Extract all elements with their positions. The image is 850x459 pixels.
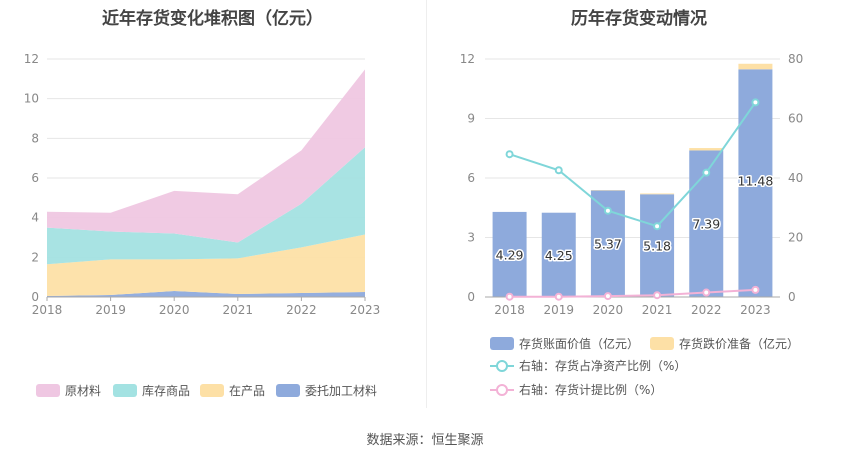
line-point: [702, 168, 711, 177]
bar-line-chart-panel: 历年存货变动情况 0 3 6 9 12 0 20 40 60 80 4.29 4.25 5.37 5.18…: [428, 0, 850, 410]
bar-value-label: 4.29: [496, 247, 524, 262]
legend-label: 右轴：存货计提比例（%）: [519, 382, 662, 397]
line-point: [702, 288, 711, 297]
line-point: [554, 166, 563, 175]
x-tick-label: 2019: [95, 303, 126, 317]
y-left-tick-label: 0: [467, 290, 475, 304]
y-left-tick-label: 3: [467, 231, 475, 245]
y-tick-label: 4: [31, 211, 39, 225]
legend-label: 原材料: [65, 384, 101, 398]
x-tick-label: 2021: [223, 303, 254, 317]
legend-line-marker: [496, 360, 508, 372]
bar-book-value: [640, 194, 675, 297]
area-series-1: [47, 234, 365, 297]
x-tick-label: 2020: [593, 303, 624, 317]
bar-value-label: 5.18: [643, 239, 671, 254]
bar-impairment-provision: [689, 148, 724, 151]
area-series-2: [47, 147, 365, 265]
bar-value-label: 4.25: [545, 248, 573, 263]
y-tick-label: 6: [31, 171, 39, 185]
x-tick-label: 2018: [494, 303, 525, 317]
legend-label: 存货跌价准备（亿元）: [679, 336, 799, 351]
right-chart-title: 历年存货变动情况: [571, 9, 707, 29]
line-point: [554, 292, 563, 301]
legend-swatch: [200, 384, 224, 397]
legend-swatch: [36, 384, 60, 397]
line-point: [751, 285, 760, 294]
y-left-tick-label: 12: [460, 52, 475, 66]
y-tick-label: 0: [31, 290, 39, 304]
y-tick-label: 2: [31, 250, 39, 264]
y-tick-label: 10: [24, 92, 39, 106]
bar-value-label: 7.39: [692, 217, 720, 232]
line-point: [653, 291, 662, 300]
left-chart-title: 近年存货变化堆积图（亿元）: [102, 9, 323, 29]
x-tick-label: 2019: [543, 303, 574, 317]
y-tick-label: 12: [24, 52, 39, 66]
line-point: [653, 222, 662, 231]
bar-book-value: [492, 211, 527, 297]
line-series-1: [509, 288, 756, 298]
line-series-0: [509, 101, 757, 228]
y-tick-label: 8: [31, 131, 39, 145]
legend-label: 右轴：存货占净资产比例（%）: [519, 358, 686, 373]
legend-label: 库存商品: [142, 383, 190, 398]
line-point: [751, 98, 760, 107]
bar-impairment-provision: [738, 63, 773, 70]
bar-impairment-provision: [640, 193, 675, 195]
x-tick-label: 2022: [286, 303, 317, 317]
bar-value-label: 5.37: [594, 237, 622, 252]
stacked-area-chart: 0 2 4 6 8 10 12 2018 2019 2020 2021 2022 2023 原材料 库存商品…: [24, 52, 381, 398]
x-tick-label: 2021: [642, 303, 673, 317]
stacked-area-chart-panel: 近年存货变化堆积图（亿元） 0 2 4 6 8 10 12 2018 2019 2020 2021 2…: [0, 0, 425, 410]
x-tick-label: 2023: [740, 303, 771, 317]
line-point: [505, 150, 514, 159]
y-right-tick-label: 40: [788, 171, 803, 185]
y-right-tick-label: 20: [788, 231, 803, 245]
line-point: [603, 206, 612, 215]
legend-line-marker: [496, 384, 508, 396]
x-tick-label: 2020: [159, 303, 190, 317]
legend-label: 委托加工材料: [305, 384, 377, 398]
panel-divider: [426, 0, 427, 408]
legend-swatch-book-value: [490, 337, 514, 350]
y-right-tick-label: 80: [788, 52, 803, 66]
legend-swatch: [113, 384, 137, 397]
y-left-tick-label: 6: [467, 171, 475, 185]
legend-label: 存货账面价值（亿元）: [519, 336, 639, 351]
x-tick-label: 2022: [691, 303, 722, 317]
y-right-tick-label: 60: [788, 112, 803, 126]
legend-swatch: [276, 384, 300, 397]
y-left-tick-label: 9: [467, 112, 475, 126]
x-tick-label: 2023: [350, 303, 381, 317]
bar-book-value: [541, 212, 576, 297]
area-series-0: [47, 291, 365, 297]
y-right-tick-label: 0: [788, 290, 796, 304]
line-point: [505, 292, 514, 301]
area-series-3: [47, 69, 365, 243]
line-point: [603, 292, 612, 301]
bar-value-label: 11.48: [738, 173, 774, 188]
x-tick-label: 2018: [32, 303, 63, 317]
legend-swatch-provision: [650, 337, 674, 350]
data-source-note: 数据来源：恒生聚源: [366, 433, 484, 448]
legend-label: 在产品: [229, 384, 265, 398]
bar-book-value: [738, 69, 773, 298]
bar-line-chart: 0 3 6 9 12 0 20 40 60 80 4.29 4.25 5.37 5.18 7.39 11.48…: [460, 52, 804, 397]
